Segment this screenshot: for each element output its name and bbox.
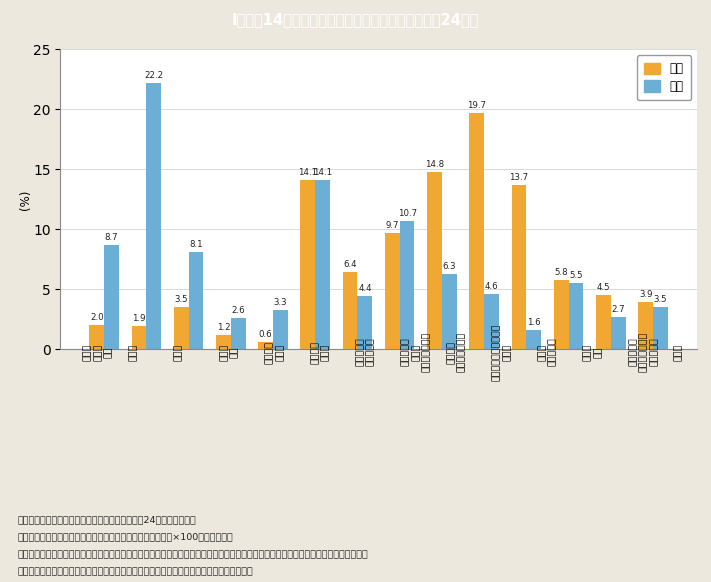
Text: 1.9: 1.9 (132, 314, 146, 324)
Bar (90, 325, 104, 349)
Bar (258, 342, 273, 349)
Text: 情報通
信業: 情報通 信業 (220, 343, 239, 361)
Bar (469, 113, 484, 349)
Text: 4.4: 4.4 (358, 285, 372, 293)
Text: 不動産業，
物品賃貸業: 不動産業， 物品賃貸業 (356, 338, 375, 367)
Text: サービス業
（他に分類され
ないもの）: サービス業 （他に分類され ないもの） (629, 332, 658, 372)
Text: ３．「その他」は，「鉱業，採石業，砂利採取業」，「電気・ガス・熱供給・水道業」，「金融業，保険業」，「複合サービス: ３．「その他」は，「鉱業，採石業，砂利採取業」，「電気・ガス・熱供給・水道業」，… (18, 550, 368, 559)
Bar (442, 274, 456, 349)
Text: 14.8: 14.8 (425, 160, 444, 169)
Bar (569, 283, 584, 349)
Bar (427, 172, 442, 349)
Bar (146, 83, 161, 349)
Text: 14.1: 14.1 (299, 168, 317, 177)
Text: 2.6: 2.6 (231, 306, 245, 315)
Text: 9.7: 9.7 (385, 221, 399, 230)
Text: 4.6: 4.6 (485, 282, 498, 291)
Text: 5.8: 5.8 (555, 268, 568, 276)
Bar (653, 307, 668, 349)
Legend: 女性, 男性: 女性, 男性 (637, 55, 691, 100)
Bar (301, 180, 315, 349)
Bar (315, 180, 330, 349)
Text: 6.3: 6.3 (442, 262, 456, 271)
Text: 製造業: 製造業 (174, 343, 183, 361)
Text: 2.0: 2.0 (90, 313, 104, 322)
Bar (611, 317, 626, 349)
Bar (400, 221, 415, 349)
Text: 建設業: 建設業 (129, 343, 138, 361)
Text: 22.2: 22.2 (144, 71, 164, 80)
Text: 医療，
福祉: 医療， 福祉 (583, 343, 602, 361)
Text: 3.5: 3.5 (174, 295, 188, 304)
Bar (173, 307, 188, 349)
Text: 13.7: 13.7 (510, 173, 528, 182)
Bar (358, 296, 373, 349)
Bar (512, 185, 526, 349)
Bar (638, 303, 653, 349)
Text: I－特－14図　起業者の産業別分布（男女別，平成24年）: I－特－14図 起業者の産業別分布（男女別，平成24年） (232, 12, 479, 27)
Bar (596, 295, 611, 349)
Text: 1.2: 1.2 (217, 323, 230, 332)
Text: 生活関連サービス業，
娯楽業: 生活関連サービス業， 娯楽業 (492, 324, 512, 381)
Text: 教育，
学習支援業: 教育， 学習支援業 (538, 338, 557, 367)
Bar (554, 280, 569, 349)
Text: 14.1: 14.1 (313, 168, 332, 177)
Text: 3.5: 3.5 (653, 295, 668, 304)
Text: 0.6: 0.6 (259, 330, 272, 339)
Text: 8.1: 8.1 (189, 240, 203, 249)
Text: 10.7: 10.7 (397, 209, 417, 218)
Text: （備考）１．総務省「就業構造基本調査」（平成24年）より作成。: （備考）１．総務省「就業構造基本調査」（平成24年）より作成。 (18, 515, 196, 524)
Bar (231, 318, 245, 349)
Text: 運輸業，
郵便業: 運輸業， 郵便業 (265, 340, 284, 364)
Text: 宿泊業，
飲食サービス業: 宿泊業， 飲食サービス業 (447, 332, 466, 372)
Text: 1.6: 1.6 (527, 318, 540, 327)
Bar (484, 294, 499, 349)
Text: 3.3: 3.3 (274, 297, 287, 307)
Bar (216, 335, 231, 349)
Text: 業」，「公務（他に分類されるもの除く）」及び「分類不能の産業」の合計。: 業」，「公務（他に分類されるもの除く）」及び「分類不能の産業」の合計。 (18, 567, 254, 576)
Bar (104, 245, 119, 349)
Text: 3.9: 3.9 (639, 290, 653, 300)
Text: 卸売業，
小売業: 卸売業， 小売業 (311, 340, 330, 364)
Bar (188, 252, 203, 349)
Text: 5.5: 5.5 (570, 271, 583, 281)
Y-axis label: (%): (%) (18, 189, 32, 210)
Text: 8.7: 8.7 (105, 233, 118, 242)
Text: 2.7: 2.7 (611, 305, 625, 314)
Text: 19.7: 19.7 (467, 101, 486, 110)
Text: 学術研究，
専門・
技術サービス業: 学術研究， 専門・ 技術サービス業 (401, 332, 431, 372)
Bar (132, 327, 146, 349)
Text: 農業，
林業，
漁業: 農業， 林業， 漁業 (83, 343, 113, 361)
Bar (526, 330, 541, 349)
Bar (343, 272, 358, 349)
Text: ２．割合は，「産業別起業者数」／「起業者総数」×100により算出。: ２．割合は，「産業別起業者数」／「起業者総数」×100により算出。 (18, 533, 233, 541)
Text: 6.4: 6.4 (343, 261, 357, 269)
Bar (385, 233, 400, 349)
Text: 4.5: 4.5 (597, 283, 610, 292)
Bar (273, 310, 288, 349)
Text: その他: その他 (674, 343, 683, 361)
